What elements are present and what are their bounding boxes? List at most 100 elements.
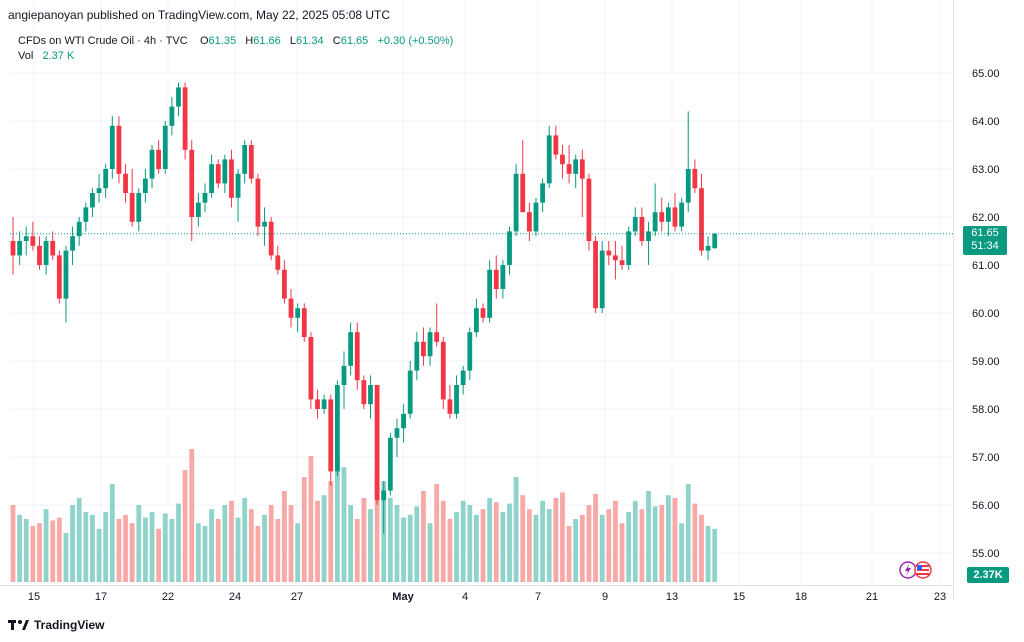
volume-bar — [123, 514, 128, 582]
candles — [10, 82, 718, 534]
volume-bar — [109, 484, 115, 582]
candle-body — [341, 365, 347, 385]
candle-body — [526, 212, 532, 232]
price-axis[interactable]: 55.00 56.00 57.00 58.00 59.00 60.00 61.00 62.00… — [972, 68, 1000, 560]
volume-bar — [401, 517, 406, 582]
volume-label[interactable]: Vol — [18, 50, 34, 62]
candle-body — [560, 154, 565, 165]
candle-body — [672, 207, 678, 227]
candle-body — [460, 370, 466, 385]
volume-bar — [222, 505, 228, 582]
volume-bar — [454, 512, 459, 582]
candle-body — [467, 332, 473, 371]
low-label: L — [289, 35, 297, 47]
volume-bar — [672, 498, 678, 582]
price-tick-label: 57.00 — [972, 452, 1000, 464]
candle-body — [176, 87, 181, 107]
volume-bar — [460, 500, 466, 582]
volume-bar — [639, 509, 645, 582]
candle-body — [546, 135, 552, 184]
candle-body — [593, 241, 598, 309]
volume-bar — [540, 500, 545, 582]
tradingview-footer[interactable]: TradingView — [8, 618, 104, 632]
volume-bar — [30, 526, 36, 582]
price-tick-label: 65.00 — [972, 68, 1000, 80]
candle-body — [50, 241, 56, 256]
volume-bar — [553, 498, 559, 582]
volume-bar — [520, 495, 526, 582]
open-value: 61.35 — [208, 35, 237, 47]
volume-bar — [50, 520, 56, 582]
candle-body — [129, 193, 135, 222]
volume-bar — [56, 517, 62, 582]
volume-bar — [434, 484, 440, 582]
price-tick-label: 60.00 — [972, 308, 1000, 320]
volume-bar — [209, 509, 214, 582]
time-tick-label: 21 — [866, 591, 878, 603]
candle-body — [229, 159, 234, 198]
candle-body — [599, 250, 605, 309]
volume-bar — [427, 523, 433, 582]
candle-body — [90, 193, 95, 208]
candle-body — [288, 298, 294, 318]
volume-bar — [632, 500, 638, 582]
candle-body — [474, 308, 479, 333]
volume-bar — [202, 526, 208, 582]
volume-bar — [679, 523, 685, 582]
candle-body — [17, 241, 23, 256]
volume-bar — [10, 505, 16, 582]
candle-body — [334, 385, 340, 472]
candle-body — [434, 332, 440, 342]
volume-bar — [328, 481, 334, 582]
volume-bar — [566, 526, 572, 582]
candle-body — [487, 269, 493, 318]
volume-bar — [96, 528, 102, 582]
candle-body — [447, 399, 453, 414]
event-markers[interactable] — [899, 561, 932, 579]
candle-body — [540, 183, 545, 203]
volume-bar — [387, 498, 393, 582]
candle-body — [262, 221, 267, 227]
volume-bar — [295, 523, 301, 582]
volume-bar — [215, 519, 221, 582]
volume-bar — [493, 502, 499, 582]
candle-body — [315, 399, 320, 409]
candle-body — [76, 221, 82, 237]
volume-bar — [315, 500, 320, 582]
candle-body — [699, 188, 704, 251]
candle-body — [103, 169, 109, 189]
volume-bar — [262, 514, 267, 582]
candle-body — [500, 265, 506, 289]
candle-body — [632, 217, 638, 232]
volume-bar — [440, 500, 446, 582]
volume-bar — [606, 509, 612, 582]
candle-body — [354, 332, 360, 381]
flag-stripe — [917, 569, 929, 571]
candle-body — [328, 399, 334, 472]
volume-bar — [692, 503, 698, 582]
candle-body — [255, 178, 261, 227]
price-tick-label: 58.00 — [972, 404, 1000, 416]
volume-bar — [242, 498, 248, 582]
candle-body — [43, 241, 49, 265]
candle-body — [282, 269, 287, 299]
volume-bar — [37, 523, 42, 582]
symbol-label[interactable]: CFDs on WTI Crude Oil · 4h · TVC — [18, 35, 188, 47]
time-tick-label: 7 — [535, 591, 541, 603]
volume-bar — [235, 517, 241, 582]
volume-tag: 2.37K — [967, 567, 1009, 583]
volume-bar — [90, 514, 95, 582]
candle-body — [37, 245, 42, 265]
candle-body — [361, 380, 367, 405]
volume-bar — [361, 498, 367, 582]
time-axis[interactable]: 15 17 22 24 27 May 4 7 9 13 15 18 21 23 — [28, 591, 946, 603]
volume-bar — [136, 505, 142, 582]
candle-body — [116, 125, 122, 174]
time-tick-label: 15 — [733, 591, 745, 603]
lightning-glyph — [905, 564, 911, 576]
candle-body — [626, 231, 632, 265]
candle-body — [182, 87, 188, 150]
volume-value: 2.37 K — [42, 50, 75, 62]
time-tick-label: 4 — [462, 591, 468, 603]
